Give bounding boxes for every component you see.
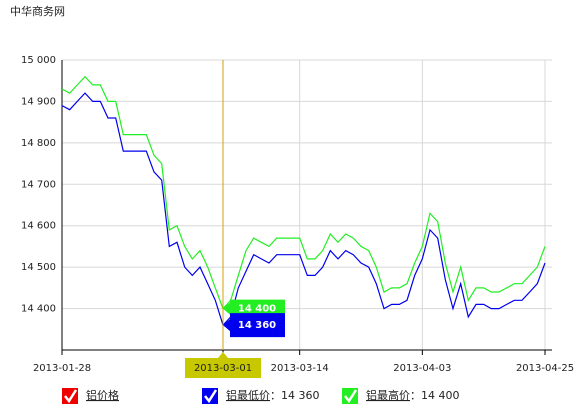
x-hover-label-box — [185, 358, 261, 378]
x-tick-label: 2013-04-03 — [393, 363, 451, 374]
y-tick-label: 14 500 — [21, 262, 56, 273]
series-line — [61, 75, 546, 310]
legend-name: 铝价格 — [86, 388, 119, 402]
tooltip-label: 14 400 — [238, 304, 276, 315]
y-tick-label: 14 800 — [21, 138, 56, 149]
series-line — [61, 92, 546, 327]
legend-check — [204, 389, 218, 404]
y-tick-label: 14 900 — [21, 96, 56, 107]
legend-name: 铝最低价 — [226, 388, 270, 402]
legend-label[interactable]: 铝价格 — [86, 388, 119, 402]
y-tick-label: 15 000 — [21, 55, 56, 66]
x-tick-label: 2013-04-25 — [516, 363, 574, 374]
x-hover-arrow — [218, 352, 228, 358]
x-tick-label: 2013-01-28 — [33, 363, 91, 374]
legend-label[interactable]: 铝最高价：14 400 — [366, 388, 460, 402]
legend-check — [64, 389, 78, 404]
legend-value: 14 400 — [421, 389, 460, 402]
legend-separator: ： — [410, 389, 421, 402]
chart-title: 中华商务网 — [10, 4, 65, 18]
tooltip-box — [223, 313, 285, 338]
legend-name: 铝最高价 — [366, 388, 410, 402]
y-tick-label: 14 400 — [21, 304, 56, 315]
legend-label[interactable]: 铝最低价：14 360 — [226, 388, 320, 402]
legend-check — [344, 389, 358, 404]
y-tick-label: 14 600 — [21, 221, 56, 232]
tooltip-label: 14 360 — [238, 320, 276, 331]
x-tick-label: 2013-03-14 — [271, 363, 329, 374]
legend-value: 14 360 — [281, 389, 320, 402]
legend-separator: ： — [270, 389, 281, 402]
x-tick-label: 2013-03-01 — [194, 363, 252, 374]
y-tick-label: 14 700 — [21, 179, 56, 190]
tooltip-box — [223, 299, 285, 318]
